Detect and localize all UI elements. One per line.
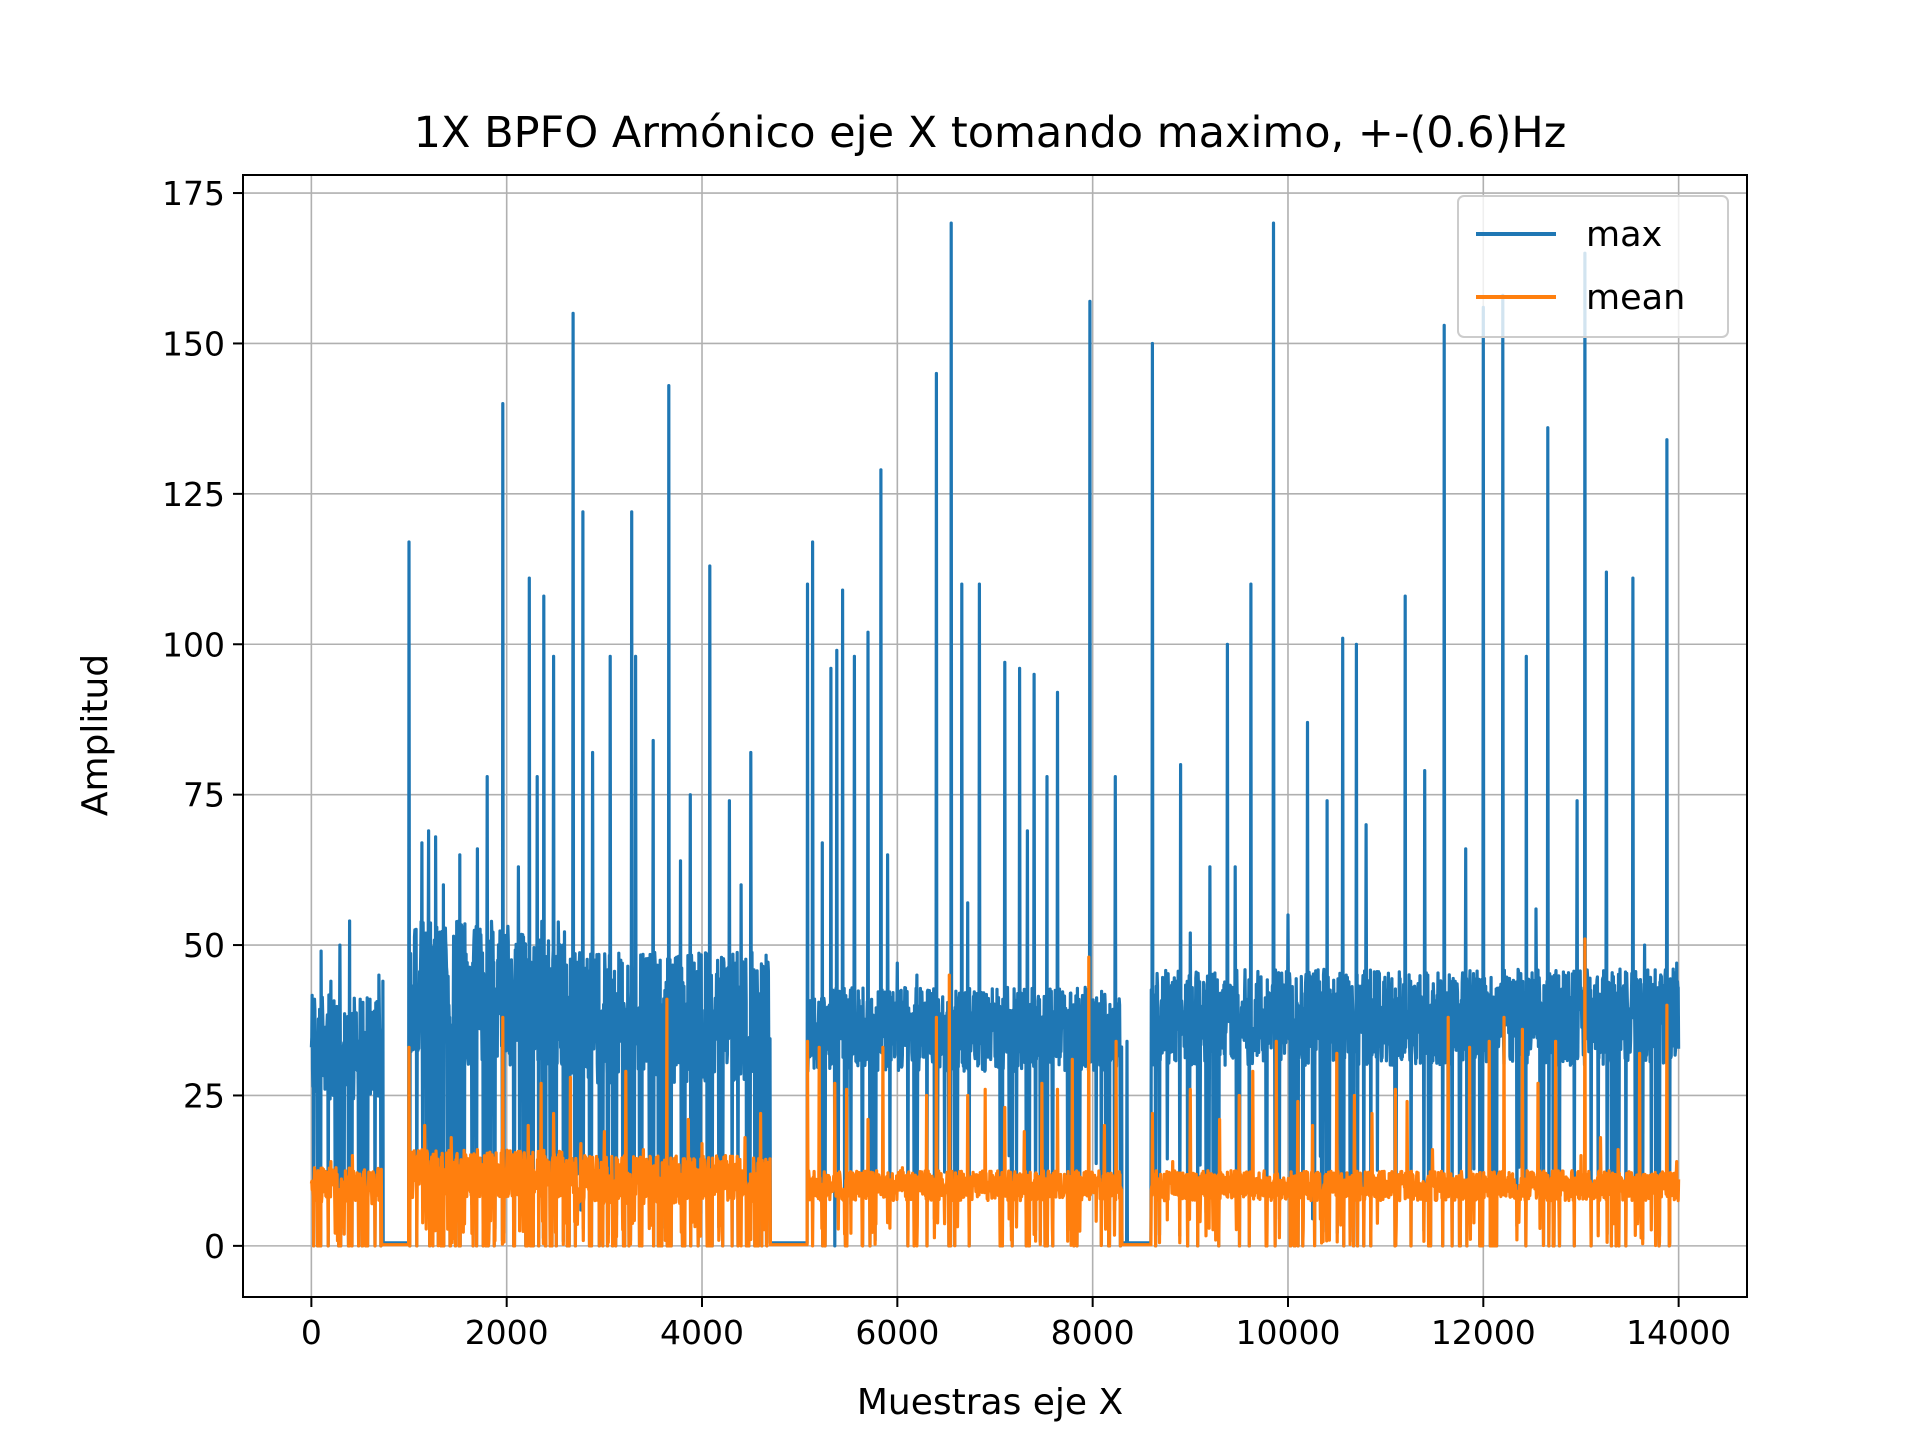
legend-label-max: max	[1586, 215, 1662, 255]
x-tick-label: 10000	[1235, 1313, 1340, 1352]
y-tick-label: 50	[183, 926, 225, 965]
x-tick-label: 0	[301, 1313, 322, 1352]
axes: 0 2000 4000 6000 8000 10000 12000 14000 0 25 50 75 1…	[162, 174, 1748, 1352]
y-tick-label: 0	[204, 1227, 225, 1266]
series-line-mean	[309, 937, 1681, 1248]
legend: max mean	[1457, 195, 1729, 338]
x-tick-label: 12000	[1431, 1313, 1536, 1352]
x-tick-label: 14000	[1626, 1313, 1731, 1352]
x-tick-label: 8000	[1051, 1313, 1135, 1352]
y-tick-label: 100	[162, 625, 225, 664]
y-tick-label: 125	[162, 475, 225, 514]
x-tick-label: 6000	[855, 1313, 939, 1352]
x-tick-label: 2000	[465, 1313, 549, 1352]
legend-box	[1457, 195, 1729, 338]
chart-title: 1X BPFO Armónico eje X tomando maximo, +…	[414, 108, 1567, 158]
y-tick-label: 75	[183, 776, 225, 815]
plot-frame	[242, 174, 1748, 1298]
y-tick-label: 150	[162, 324, 225, 363]
y-tick-label: 175	[162, 174, 225, 213]
series-line-max	[309, 221, 1681, 1248]
series-layer	[309, 221, 1681, 1248]
y-tick-label: 25	[183, 1076, 225, 1115]
x-tick-label: 4000	[660, 1313, 744, 1352]
legend-label-mean: mean	[1586, 278, 1685, 318]
y-axis-label: Amplitud	[75, 654, 116, 816]
x-axis-label: Muestras eje X	[857, 1382, 1123, 1423]
